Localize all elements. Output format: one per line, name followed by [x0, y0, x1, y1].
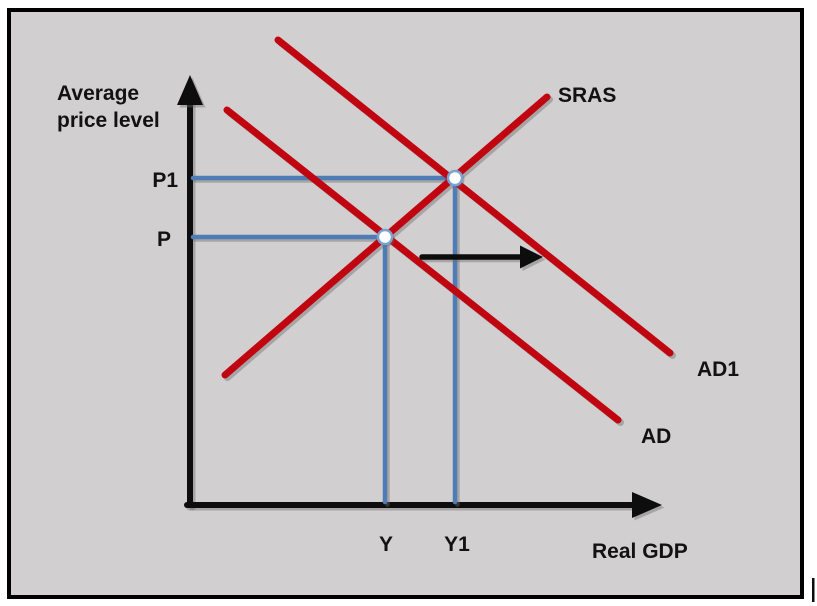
ad1-curve-label: AD1	[697, 358, 739, 381]
equilibrium-p-y	[376, 228, 394, 246]
x-axis-arrowhead-icon	[632, 492, 662, 518]
y-axis-title-line2: price level	[57, 109, 160, 132]
ad-curve-label: AD	[641, 425, 671, 448]
shift-arrow-head-icon	[520, 245, 543, 269]
ad-curve	[223, 106, 622, 424]
ad1-curve	[274, 36, 674, 357]
price-label-p1: P1	[152, 169, 178, 192]
price-label-p: P	[157, 228, 171, 251]
diagram-panel	[7, 8, 804, 599]
equilibrium-p1-y1	[446, 169, 464, 187]
y-axis-arrowhead-icon	[177, 75, 203, 105]
sras-curve-label: SRAS	[558, 84, 616, 107]
quantity-label-y1: Y1	[444, 533, 470, 556]
y-axis-title-line1: Average	[57, 82, 139, 105]
x-axis-title: Real GDP	[592, 540, 688, 563]
diagram-labels: Average price level P1 P SRAS AD1 AD Y Y…	[57, 82, 739, 563]
text-cursor-artifact	[812, 578, 815, 602]
diagram-geometry	[177, 36, 676, 521]
quantity-label-y: Y	[379, 533, 393, 556]
